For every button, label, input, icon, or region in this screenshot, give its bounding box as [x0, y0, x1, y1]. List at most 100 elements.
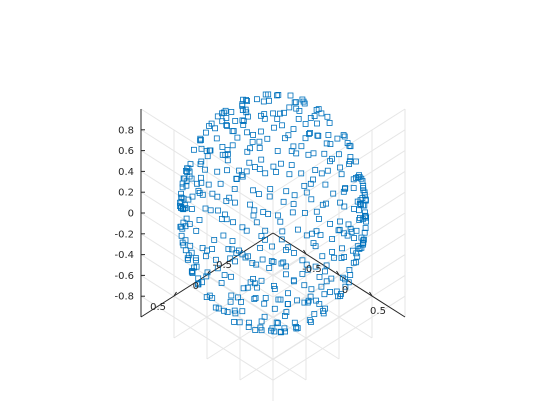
scatter-point	[286, 104, 293, 111]
scatter-point	[273, 319, 280, 326]
scatter-point	[252, 295, 259, 301]
scatter-point	[256, 145, 263, 151]
scatter-point	[279, 228, 286, 235]
scatter-point	[349, 247, 356, 254]
scatter-point	[291, 319, 298, 326]
scatter-point	[310, 176, 317, 183]
scatter-point	[303, 189, 310, 196]
scatter-point	[281, 312, 288, 319]
scatter-point	[256, 138, 263, 145]
scatter-point	[291, 192, 298, 199]
scatter-point	[311, 311, 318, 317]
y-tick	[206, 270, 210, 276]
scatter-point	[178, 198, 185, 205]
scatter-point	[256, 165, 263, 172]
scatter-point	[350, 185, 357, 192]
scatter-point	[274, 148, 281, 154]
scatter-point	[308, 319, 314, 325]
scatter-point	[281, 325, 288, 332]
scatter-point	[214, 193, 221, 200]
scatter-point	[356, 245, 363, 252]
scatter-point	[283, 188, 290, 195]
scatter-point	[278, 236, 285, 243]
scatter-point	[270, 282, 277, 289]
scatter-point	[316, 301, 323, 307]
scatter-point	[310, 150, 317, 157]
scatter-point	[299, 257, 306, 264]
scatter-point	[199, 191, 206, 198]
scatter-point	[190, 146, 197, 153]
scatter-point	[324, 167, 331, 174]
scatter-point	[273, 169, 279, 175]
z-tick-label: -0.2	[114, 229, 134, 240]
scatter-point	[243, 227, 250, 234]
scatter-point	[292, 99, 299, 105]
scatter-point	[239, 101, 246, 107]
scatter-point	[228, 273, 234, 280]
scatter-point	[228, 109, 235, 115]
scatter-point	[305, 297, 312, 304]
scatter-point	[316, 273, 323, 280]
scatter-point	[361, 229, 368, 236]
scatter-point	[306, 130, 312, 137]
scatter-point	[221, 272, 228, 279]
scatter-point	[358, 244, 365, 251]
scatter-point	[182, 167, 189, 174]
scatter-point	[359, 195, 366, 202]
scatter-point	[286, 171, 293, 178]
scatter-point	[271, 305, 278, 312]
scatter-point	[326, 120, 333, 126]
scatter-point	[315, 215, 322, 222]
scatter-point	[322, 181, 329, 188]
y-tick-labels: -0.5 0 0.5	[150, 260, 232, 313]
z-tick-label: 0.4	[118, 167, 134, 178]
scatter-point	[347, 154, 354, 160]
scatter-point	[239, 117, 246, 124]
scatter-point	[321, 268, 328, 275]
scatter-point	[354, 174, 361, 181]
scatter-point	[340, 132, 347, 139]
scatter-point	[224, 309, 231, 316]
scatter-point	[321, 291, 328, 298]
scatter-point	[361, 202, 368, 209]
scatter-point	[275, 296, 282, 303]
scatter-point	[188, 268, 195, 275]
scatter-point	[225, 246, 232, 252]
grid-line	[173, 295, 307, 381]
scatter-point	[195, 281, 201, 288]
scatter-point	[250, 212, 257, 219]
scatter-point	[255, 191, 262, 198]
scatter-point	[197, 135, 204, 142]
scatter-point	[346, 161, 353, 167]
scatter-point	[363, 214, 370, 221]
scatter-point	[258, 233, 265, 240]
scatter-point	[179, 205, 186, 212]
scatter-point	[266, 97, 272, 104]
scatter-point	[351, 205, 357, 212]
scatter-point	[219, 118, 226, 125]
scatter-point	[231, 199, 238, 206]
z-tick-label: 0.2	[118, 188, 134, 199]
scatter-point	[327, 141, 334, 148]
scatter-point	[266, 264, 273, 271]
scatter-point	[223, 216, 230, 223]
scatter-point	[246, 319, 252, 326]
scatter-point	[267, 186, 274, 193]
scatter-point	[247, 279, 254, 286]
scatter-point	[302, 121, 309, 127]
scatter-point	[323, 140, 330, 147]
scatter-point	[294, 226, 301, 233]
scatter-point	[323, 200, 330, 207]
scatter-point	[218, 280, 225, 286]
scatter-point	[229, 238, 236, 245]
scatter-point	[247, 201, 253, 208]
scatter-point	[308, 286, 315, 293]
scatter-point	[308, 196, 315, 203]
scatter-point	[312, 167, 319, 173]
scatter-point	[362, 225, 369, 232]
scatter-point	[199, 279, 205, 286]
scatter-point	[277, 218, 284, 225]
scatter-point	[350, 259, 357, 266]
scatter-point	[295, 116, 302, 122]
scatter-point	[193, 257, 199, 264]
